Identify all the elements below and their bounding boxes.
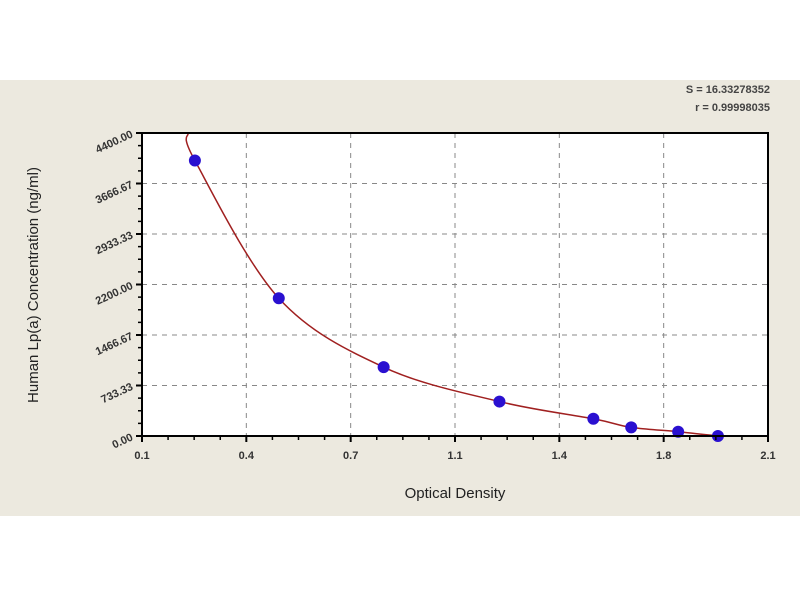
data-point [672, 425, 685, 438]
annotation-s: S = 16.33278352 [686, 84, 770, 96]
y-tick-label: 4400.00 [94, 128, 135, 156]
x-tick-label: 1.1 [447, 450, 462, 462]
y-tick-label: 1466.67 [94, 330, 135, 358]
x-tick-label: 0.4 [239, 450, 255, 462]
y-tick-label: 2200.00 [94, 280, 135, 308]
data-point [377, 361, 390, 374]
x-tick-label: 2.1 [760, 450, 775, 462]
x-tick-label: 1.8 [656, 450, 671, 462]
data-point [188, 154, 201, 167]
x-tick-label: 0.7 [343, 450, 358, 462]
y-tick-label: 733.33 [99, 381, 135, 406]
y-tick-label: 2933.33 [94, 229, 135, 257]
x-tick-label: 0.1 [134, 450, 149, 462]
y-tick-label: 0.00 [110, 431, 134, 451]
data-point [587, 412, 600, 425]
data-point [272, 292, 285, 305]
fit-curve [185, 132, 719, 437]
annotation-r: r = 0.99998035 [695, 102, 770, 114]
y-tick-label: 3666.67 [94, 179, 135, 207]
data-point [625, 421, 638, 434]
y-axis-label: Human Lp(a) Concentration (ng/ml) [25, 167, 42, 403]
x-axis-label: Optical Density [405, 485, 506, 502]
data-point [493, 395, 506, 408]
x-tick-label: 1.4 [552, 450, 568, 462]
